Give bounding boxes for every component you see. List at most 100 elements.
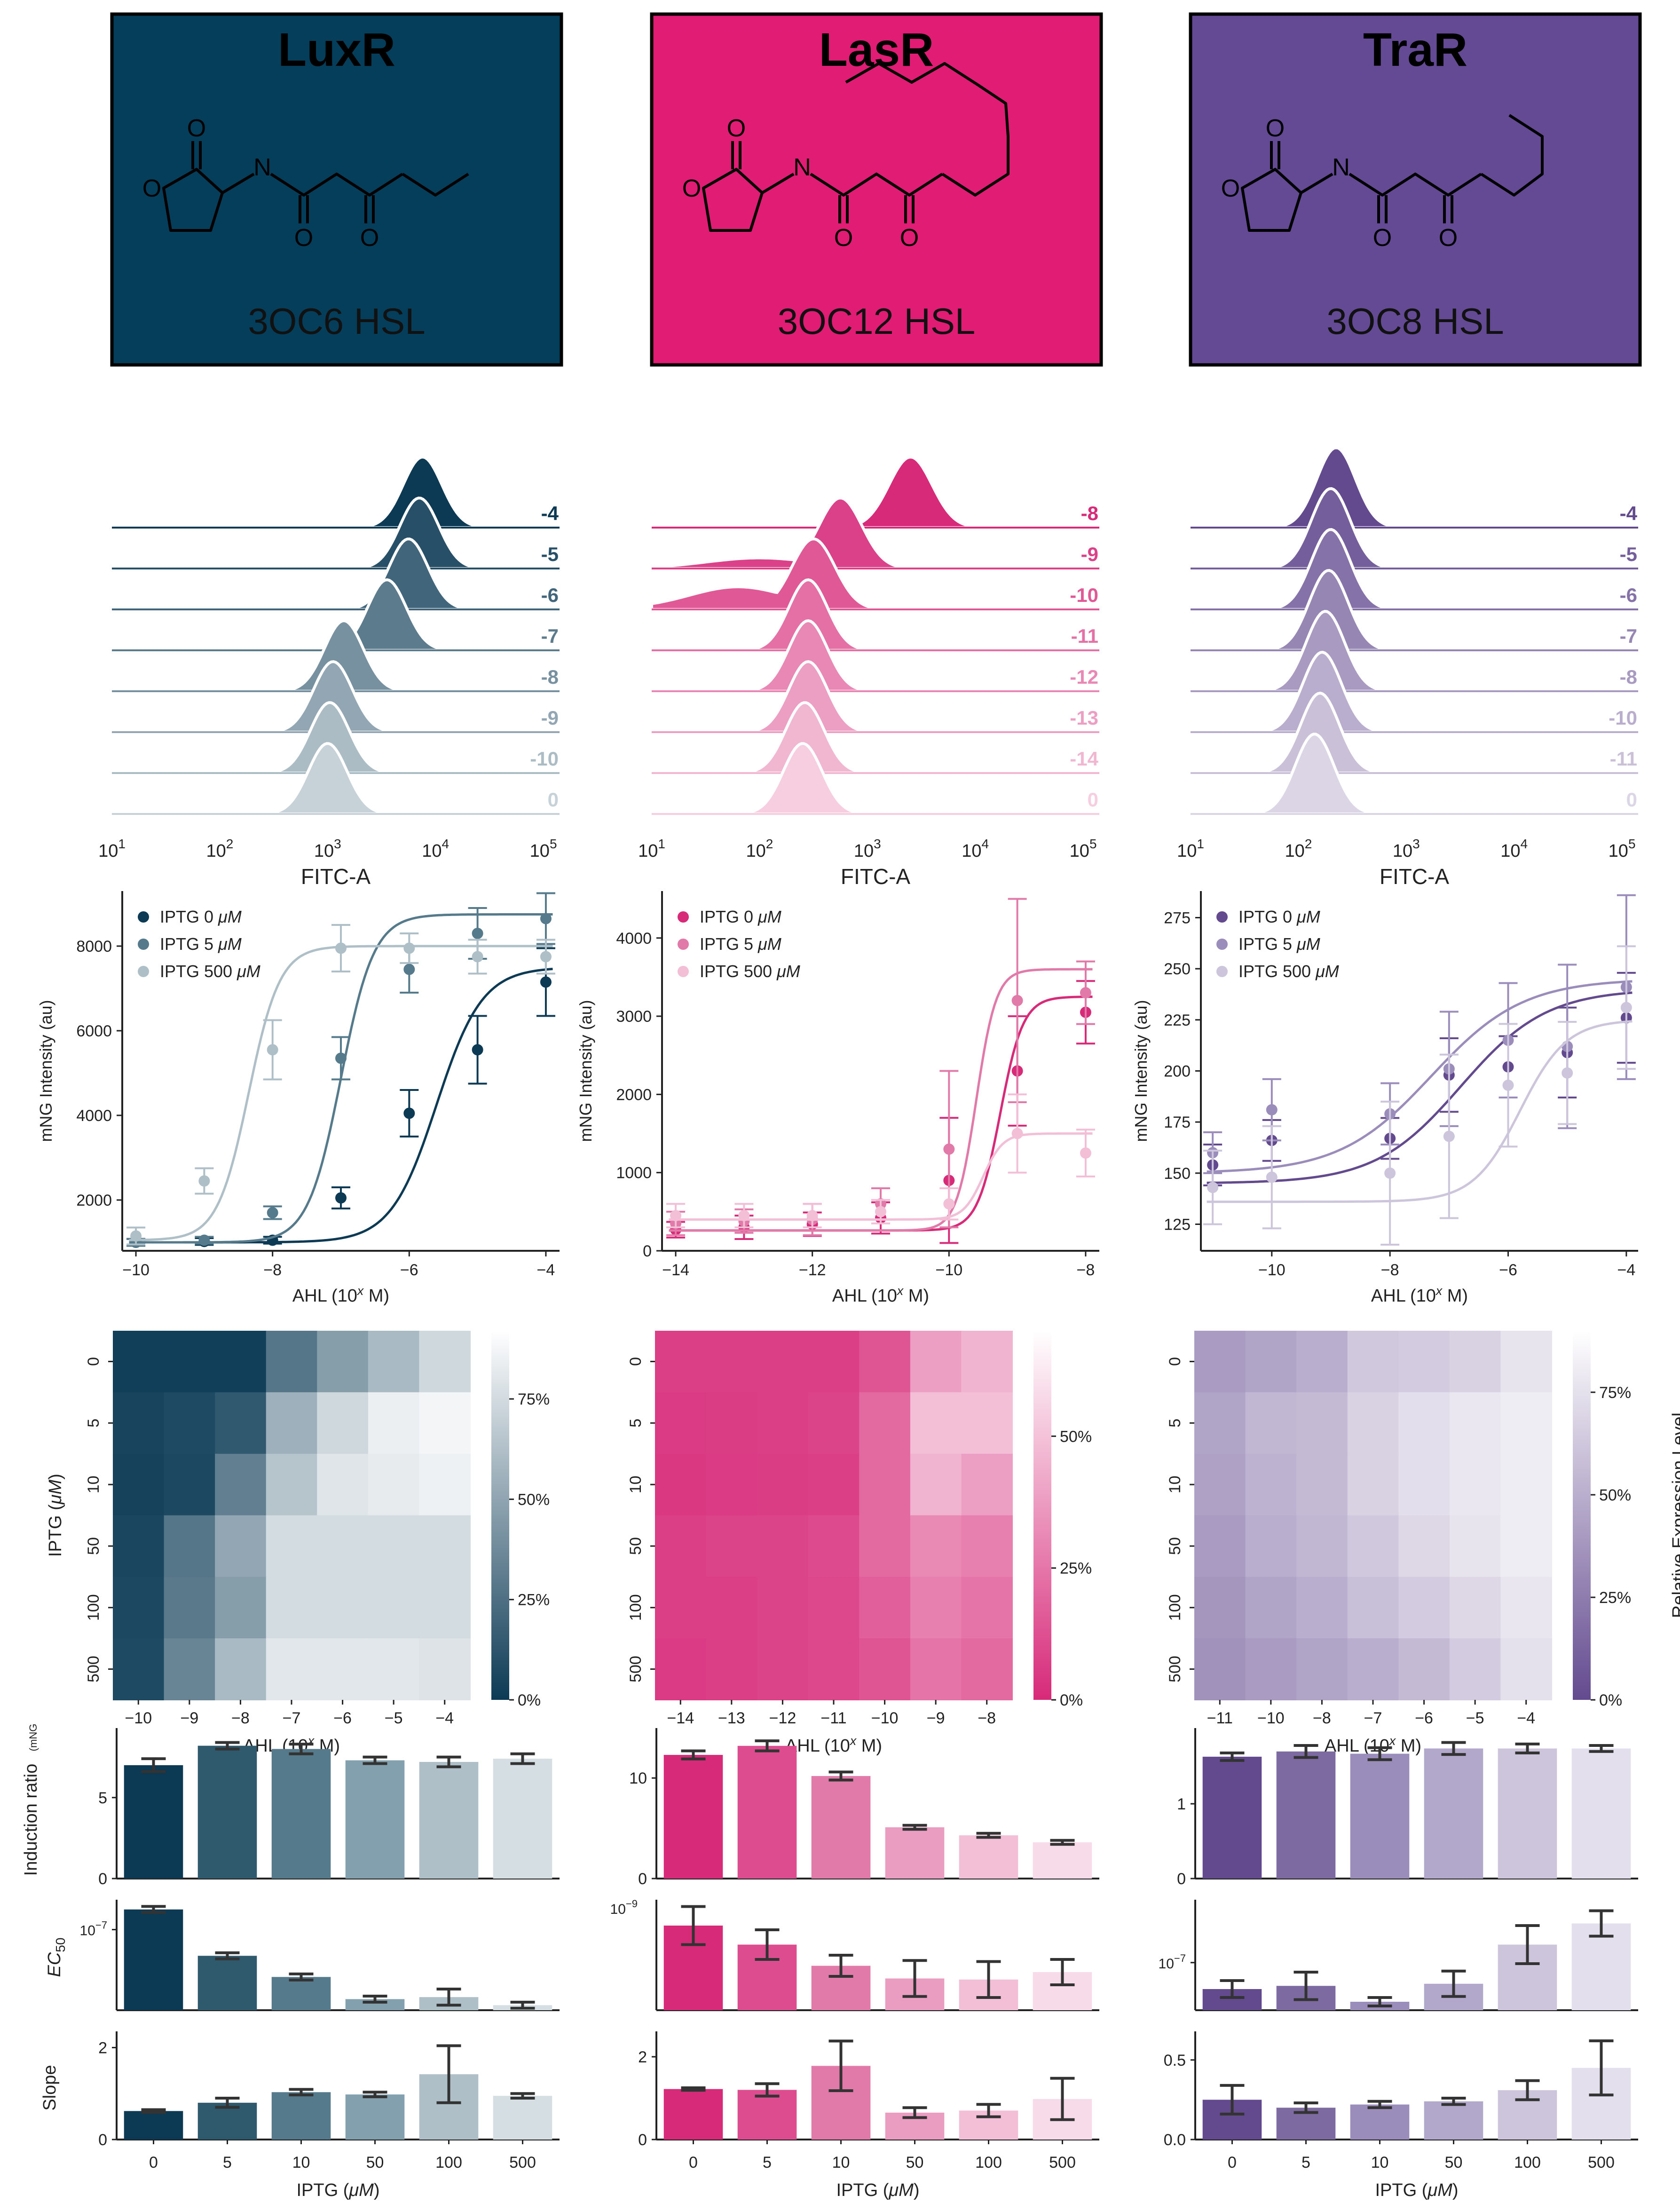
legend-unit: μM bbox=[237, 962, 260, 981]
y-tick-label: 200 bbox=[1164, 1063, 1191, 1081]
atom-N: N bbox=[1332, 154, 1350, 181]
colorbar-label: Relative Expression Level bbox=[1669, 1413, 1680, 1618]
data-point bbox=[198, 1175, 210, 1187]
y-tick-label: 0.5 bbox=[1164, 2052, 1186, 2069]
ridge-label: -8 bbox=[541, 666, 559, 688]
bar bbox=[1424, 1748, 1483, 1879]
x-tick-label: −14 bbox=[667, 1709, 694, 1727]
x-tick-label: 500 bbox=[509, 2154, 536, 2172]
x-tick-label: −8 bbox=[231, 1709, 250, 1727]
tick-base: 10 bbox=[1500, 841, 1520, 861]
bar bbox=[345, 1999, 405, 2010]
legend-unit: μM bbox=[776, 962, 800, 981]
bar bbox=[271, 1749, 331, 1879]
ridge-label: -14 bbox=[1070, 748, 1098, 770]
heatmap-cell bbox=[1245, 1453, 1297, 1516]
x-tick-label: 50 bbox=[366, 2154, 384, 2172]
data-point bbox=[1266, 1171, 1278, 1183]
heatmap-cell bbox=[859, 1453, 911, 1516]
y-tick-label: 225 bbox=[1164, 1011, 1191, 1029]
heatmap-cell bbox=[706, 1453, 758, 1516]
legend-label: IPTG 0 μM bbox=[1238, 907, 1320, 926]
data-point bbox=[540, 913, 552, 924]
x-tick-label: −11 bbox=[1207, 1709, 1233, 1727]
data-point bbox=[1080, 987, 1091, 999]
legend-text: IPTG 0 bbox=[160, 907, 218, 926]
bond bbox=[761, 173, 795, 194]
x-axis-label: AHL (10x M) bbox=[832, 1284, 929, 1306]
fit-curve bbox=[1207, 1020, 1633, 1203]
ridge-label: -8 bbox=[1081, 502, 1098, 524]
legend-text: IPTG 0 bbox=[1238, 907, 1297, 926]
tick-exp: 5 bbox=[1628, 837, 1636, 851]
bar-chart-ec50: 10−7 bbox=[1159, 1900, 1638, 2011]
heatmap-cell bbox=[368, 1638, 420, 1700]
y-tick-label: 100 bbox=[1166, 1594, 1184, 1621]
dose-response-chart: 2000 4000 6000 8000 −10 −8 −6 −4 mNG Intensity (… bbox=[36, 891, 560, 1306]
bar-chart-ec50: 10−7 EC50 bbox=[45, 1900, 560, 2011]
heatmap-cell bbox=[808, 1331, 860, 1393]
legend-marker bbox=[138, 911, 149, 923]
heatmap-cell bbox=[808, 1577, 860, 1639]
tick-exp: 3 bbox=[874, 837, 881, 851]
y-axis-label: mNG Intensity (au) bbox=[576, 1000, 595, 1142]
heatmap-cell bbox=[1296, 1331, 1348, 1393]
heatmap-cell bbox=[215, 1515, 267, 1578]
atom-O: O bbox=[682, 175, 701, 202]
lactone-ring bbox=[162, 168, 224, 232]
tick-base: 10 bbox=[638, 841, 658, 861]
legend-label: IPTG 5 μM bbox=[700, 934, 781, 954]
bar bbox=[1350, 2104, 1410, 2140]
heatmap-cell bbox=[1296, 1515, 1348, 1578]
data-point bbox=[403, 1107, 415, 1119]
heatmap-cell bbox=[961, 1577, 1013, 1639]
heatmap-cell bbox=[910, 1331, 962, 1393]
legend-marker bbox=[1216, 911, 1228, 923]
data-point bbox=[335, 1052, 347, 1064]
y-tick-label: 0 bbox=[98, 2131, 107, 2149]
ridge-label: -13 bbox=[1070, 707, 1098, 729]
y-tick-label: 100 bbox=[85, 1594, 103, 1621]
legend-marker bbox=[678, 911, 689, 923]
bar bbox=[885, 1827, 945, 1879]
ridge-density--4 bbox=[1191, 446, 1638, 529]
ridge-density--14 bbox=[652, 701, 1099, 774]
superscript: x bbox=[896, 1284, 904, 1298]
label-sub: 50 bbox=[53, 1938, 68, 1952]
data-point bbox=[943, 1143, 955, 1155]
heatmap-cell bbox=[1500, 1638, 1552, 1700]
cbar-tick-label: 0% bbox=[518, 1691, 541, 1709]
heatmap-cell bbox=[215, 1331, 267, 1393]
ridge-label: -5 bbox=[1620, 543, 1637, 565]
legend-unit: μM bbox=[218, 934, 242, 954]
tick-base: 10 bbox=[610, 1902, 626, 1917]
bar bbox=[124, 1765, 183, 1879]
bar bbox=[737, 2090, 797, 2140]
heatmap-cell bbox=[757, 1515, 809, 1578]
legend-marker bbox=[1216, 966, 1228, 977]
label-text: EC bbox=[45, 1952, 64, 1977]
heatmap-cell bbox=[113, 1515, 165, 1578]
legend-text: IPTG 5 bbox=[700, 934, 758, 954]
heatmap-cell bbox=[1245, 1331, 1297, 1393]
data-point bbox=[1502, 1079, 1514, 1091]
bar bbox=[663, 2089, 723, 2140]
bond bbox=[1300, 173, 1333, 194]
y-axis-label: mNG Intensity (au) bbox=[1131, 1000, 1151, 1142]
heatmap-cell bbox=[1500, 1515, 1552, 1578]
hist-tick-label: 101 bbox=[638, 837, 665, 861]
heatmap-cell bbox=[1449, 1392, 1501, 1454]
heatmap-cell bbox=[1296, 1453, 1348, 1516]
bar-chart-induction: 01 bbox=[1177, 1728, 1638, 1888]
heatmap-cell bbox=[419, 1515, 471, 1578]
bar bbox=[271, 1977, 331, 2010]
acyl-chain bbox=[1349, 173, 1482, 197]
ridge-label: 0 bbox=[1088, 789, 1098, 811]
y-tick-label: 0 bbox=[627, 1357, 645, 1366]
y-axis-label: EC50 bbox=[45, 1938, 68, 1977]
header-box bbox=[650, 12, 1103, 367]
heatmap-cell bbox=[757, 1331, 809, 1393]
bar bbox=[124, 2111, 183, 2140]
ridge-label: -4 bbox=[1620, 502, 1638, 524]
bar bbox=[419, 1762, 479, 1879]
